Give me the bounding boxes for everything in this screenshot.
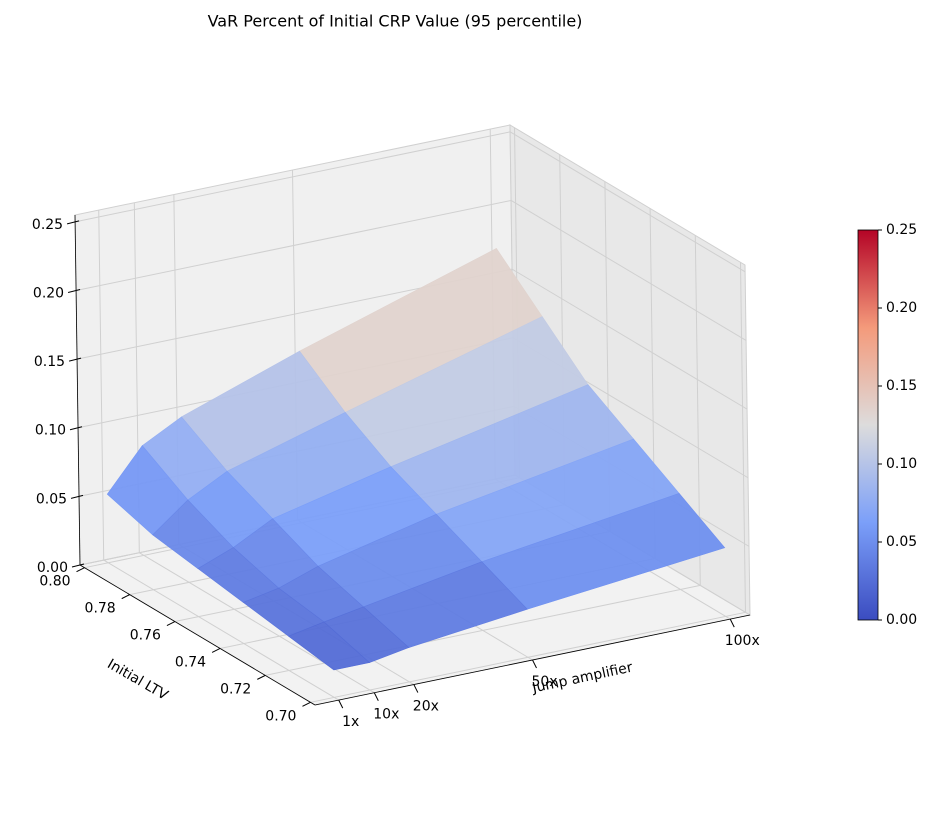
grid-line [739,262,746,613]
axis-line [79,564,316,706]
colorbar-tick-label: 0.15 [886,378,917,394]
y-tick-label: 0.72 [220,681,251,697]
colorbar-tick-label: 0.05 [886,534,917,550]
x-tick-label: 1x [342,714,359,730]
x-tick [729,618,735,628]
y-tick-label: 0.70 [265,708,296,724]
x-tick [413,684,419,693]
y-tick [121,594,130,600]
surface-face [287,621,371,671]
x-tick-label: 10x [373,707,399,723]
colorbar-tick-label: 0.25 [886,222,917,238]
grid-line [98,210,105,561]
x-tick-label: 50x [531,674,557,690]
z-tick [67,289,81,293]
z-tick-label: 0.20 [33,285,64,301]
y-tick-label: 0.78 [85,601,116,617]
x-tick [373,692,379,701]
z-tick [66,220,80,225]
z-tick-label: 0.25 [32,217,63,233]
y-tick-label: 0.74 [175,654,206,670]
colorbar-tick-label: 0.10 [886,456,917,472]
chart-title: VaR Percent of Initial CRP Value (95 per… [208,12,583,31]
axis-line [314,614,751,706]
x-axis-label: Jump amplifier [530,660,634,697]
z-tick-label: 0.15 [34,354,65,370]
y-tick [211,648,221,653]
grid-line [310,611,746,703]
grid-line [75,200,512,291]
grid-line [511,268,748,410]
y-axis-label: Initial LTV [104,656,171,704]
axis-line [74,214,81,566]
x-tick [338,699,344,709]
grid-line [103,559,339,701]
colorbar-tick-label: 0.20 [886,300,917,316]
z-tick-label: 0.10 [35,423,66,439]
colorbar [857,229,879,621]
z-tick [70,494,84,499]
y-tick [166,621,176,626]
z-tick-label: 0.00 [37,560,68,576]
x-tick [532,659,537,669]
z-tick-label: 0.05 [36,491,67,507]
z-tick [68,357,82,362]
grid-line [74,131,511,223]
grid-line [510,200,747,341]
z-tick [71,563,85,568]
y-tick-label: 0.76 [130,628,161,644]
y-tick-label: 0.80 [39,574,70,590]
grid-line [509,131,746,273]
y-tick [257,674,266,680]
z-tick [69,426,83,431]
y-tick [76,567,85,573]
y-tick [302,701,311,707]
colorbar-tick-label: 0.00 [886,612,917,628]
x-tick-label: 20x [413,699,439,715]
x-tick-label: 100x [725,633,760,649]
